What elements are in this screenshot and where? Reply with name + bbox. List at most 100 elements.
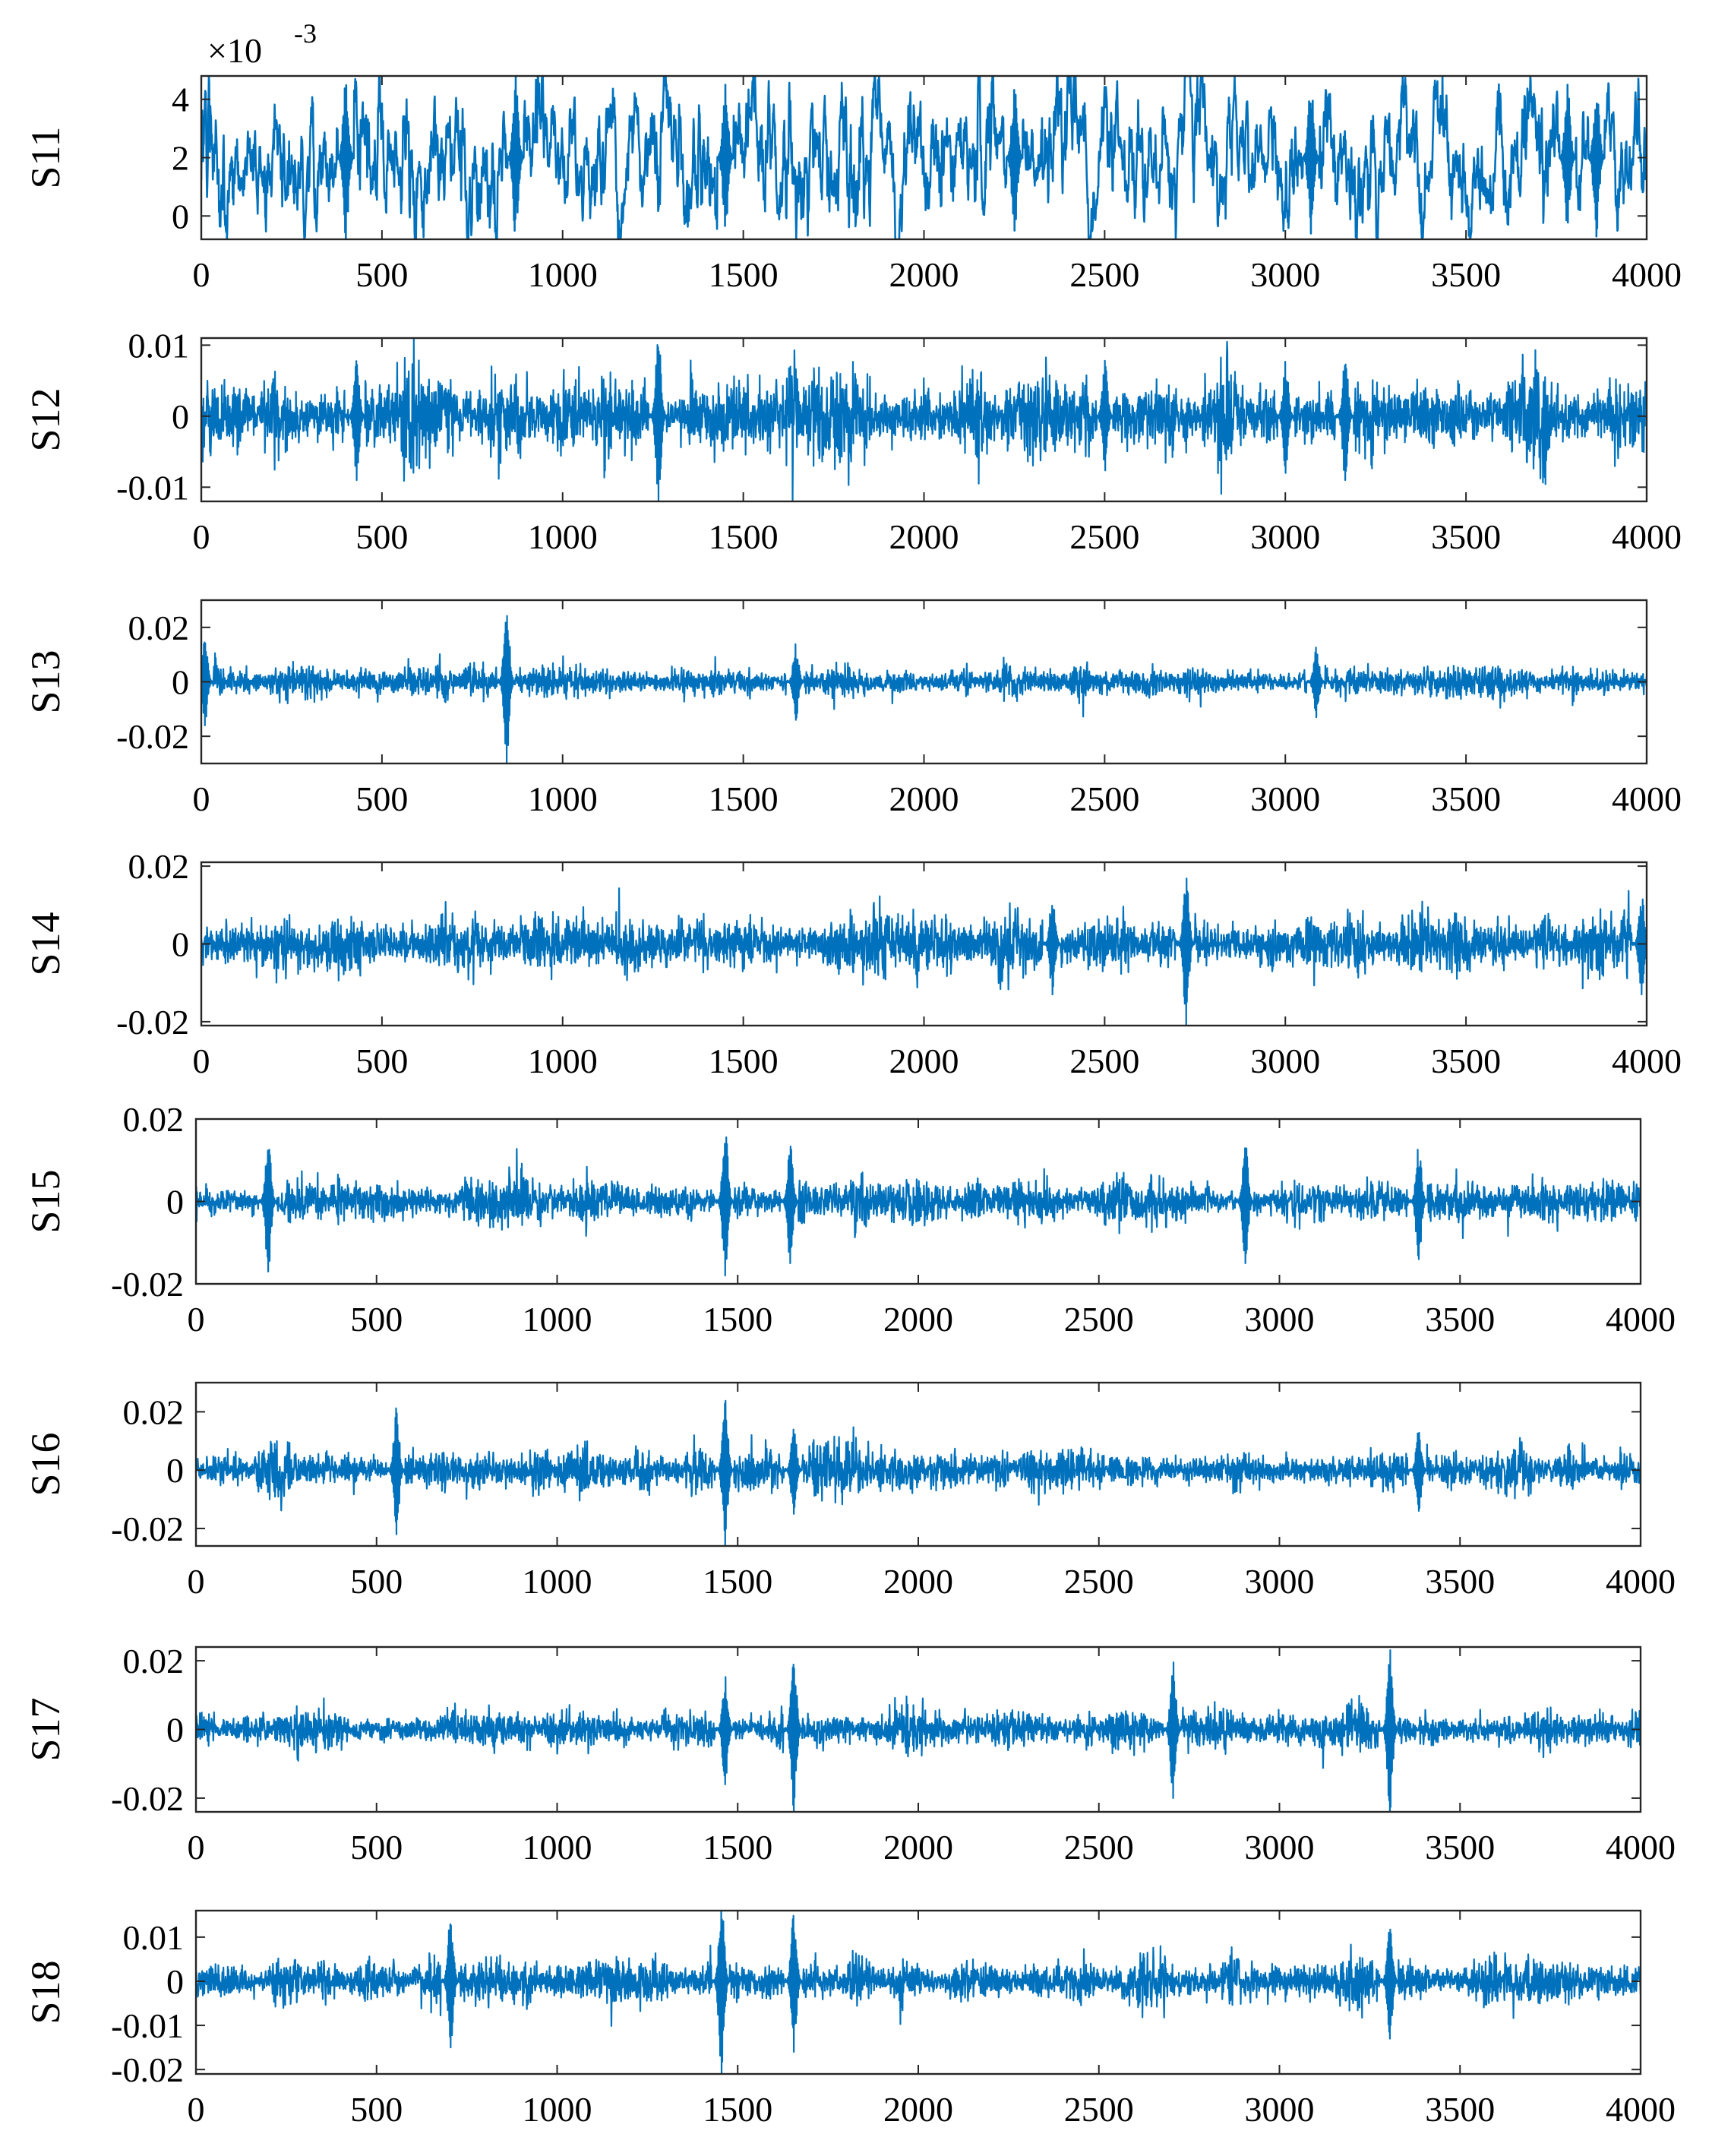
subplot-s12: 0 500 1000 1500 2000 2500 3000 3500 4000-0.0100.… [23,326,1682,556]
y-tick-label: -0.02 [111,1510,184,1548]
subplot-s18: 0 500 1000 1500 2000 2500 3000 3500 4000 -0.02 -0.… [23,1909,1676,2129]
x-tick-label: 4000 [1606,1300,1676,1339]
y-tick-label: 4 [172,81,189,119]
y-tick-label: 0.02 [128,847,190,886]
x-tick-label: 2500 [1064,1562,1134,1601]
x-tick-label: 3000 [1250,1042,1320,1080]
y-tick-label: 0 [172,925,189,964]
x-tick-label: 4000 [1606,2090,1676,2129]
series-line-s17 [196,1649,1641,1812]
x-tick-label: 2000 [883,2090,953,2129]
x-tick-label: 3500 [1425,1300,1495,1339]
x-tick-label: 2500 [1064,2090,1134,2129]
y-tick-label: 0.02 [123,1642,185,1680]
x-tick-label: 1000 [523,1828,592,1867]
axis-scale-multiplier: ×10 [207,31,262,70]
x-tick-label: 3000 [1245,1828,1315,1867]
y-tick-label: 0 [172,663,189,702]
x-tick-label: 2000 [889,255,959,294]
x-tick-label: 0 [193,517,210,556]
series-line-s12 [201,338,1647,501]
x-tick-label: 3000 [1245,1562,1315,1601]
x-tick-label: 3000 [1245,1300,1315,1339]
subplot-s11: 0 500 1000 1500 2000 2500 3000 3500 4000 0 2 4 S11 ×1… [23,18,1682,294]
y-tick-label: 2 [172,139,189,178]
x-tick-label: 1500 [709,255,779,294]
x-tick-label: 3500 [1431,255,1501,294]
y-tick-label: -0.02 [116,1003,189,1042]
x-tick-label: 1000 [528,1042,598,1080]
x-tick-label: 2000 [883,1828,953,1867]
axis-scale-exponent: -3 [294,18,317,49]
x-tick-label: 500 [350,2090,403,2129]
y-tick-label: 0.02 [128,609,190,647]
x-tick-label: 3500 [1431,517,1501,556]
x-tick-label: 500 [350,1300,403,1339]
x-tick-label: 1500 [703,1562,772,1601]
x-tick-label: 1500 [709,1042,779,1080]
y-axis-label: S18 [23,1960,68,2024]
x-tick-label: 1500 [703,1828,772,1867]
y-axis-label: S17 [23,1697,68,1761]
x-tick-label: 2000 [889,1042,959,1080]
y-axis-label: S14 [23,912,68,975]
x-tick-label: 3500 [1425,1828,1495,1867]
x-tick-label: 2500 [1069,1042,1139,1080]
x-tick-label: 3000 [1250,255,1320,294]
x-tick-label: 500 [355,517,408,556]
y-tick-label: -0.01 [116,468,189,507]
y-tick-label: 0 [172,397,189,436]
x-tick-label: 4000 [1612,1042,1682,1080]
x-tick-label: 1500 [709,779,779,818]
x-tick-label: 1500 [709,517,779,556]
x-tick-label: 2500 [1069,255,1139,294]
y-axis-label: S12 [23,387,68,451]
subplot-s17: 0 500 1000 1500 2000 2500 3000 3500 4000-0.0200.… [23,1642,1676,1867]
x-tick-label: 0 [188,1828,205,1867]
y-tick-label: -0.02 [111,1265,184,1304]
y-tick-label: 0 [166,1451,184,1490]
y-tick-label: 0 [166,1711,184,1750]
x-tick-label: 1000 [528,255,598,294]
y-tick-label: 0.02 [123,1100,185,1139]
series-line-s18 [196,1911,1641,2074]
x-tick-label: 4000 [1612,517,1682,556]
x-tick-label: 0 [188,1562,205,1601]
x-tick-label: 4000 [1606,1562,1676,1601]
x-tick-label: 0 [193,1042,210,1080]
y-axis-label: S13 [23,650,68,713]
subplot-s16: 0 500 1000 1500 2000 2500 3000 3500 4000-0.0200.… [23,1381,1676,1601]
y-tick-label: -0.02 [111,2050,184,2089]
x-tick-label: 2500 [1069,517,1139,556]
x-tick-label: 3000 [1250,517,1320,556]
x-tick-label: 3000 [1250,779,1320,818]
x-tick-label: 4000 [1606,1828,1676,1867]
x-tick-label: 0 [193,255,210,294]
series-line-s13 [201,615,1647,763]
series-line-s16 [196,1399,1641,1546]
x-tick-label: 3500 [1425,2090,1495,2129]
y-tick-label: 0.01 [123,1918,185,1957]
y-tick-label: 0 [172,197,189,236]
x-tick-label: 500 [355,255,408,294]
y-tick-label: -0.01 [111,2006,184,2045]
subplot-s13: 0 500 1000 1500 2000 2500 3000 3500 4000-0.0200.… [23,599,1682,818]
x-tick-label: 2500 [1069,779,1139,818]
x-tick-label: 4000 [1612,779,1682,818]
x-tick-label: 4000 [1612,255,1682,294]
x-tick-label: 2000 [889,779,959,818]
x-tick-label: 500 [350,1562,403,1601]
x-tick-label: 2500 [1064,1828,1134,1867]
subplot-stack: 0 500 1000 1500 2000 2500 3000 3500 4000 0 2 4 S11 ×1… [23,18,1682,2129]
y-tick-label: 0.02 [123,1393,185,1431]
x-tick-label: 500 [355,779,408,818]
x-tick-label: 1000 [523,1562,592,1601]
y-axis-label: S11 [23,126,68,188]
series-line-s15 [196,1136,1641,1277]
x-tick-label: 1000 [528,779,598,818]
series-line-s14 [201,877,1647,1026]
x-tick-label: 1500 [703,1300,772,1339]
x-tick-label: 2000 [883,1300,953,1339]
